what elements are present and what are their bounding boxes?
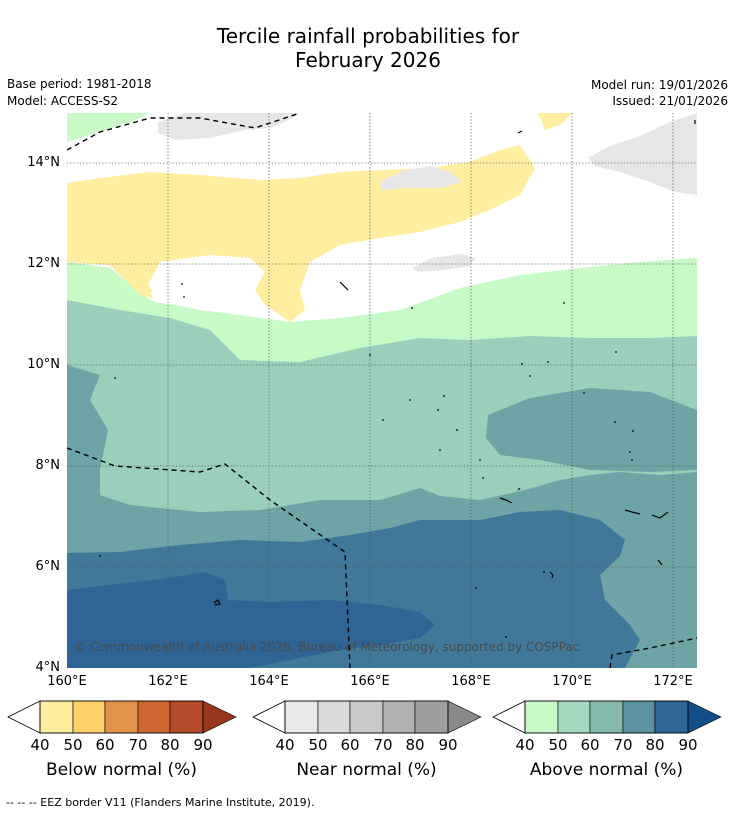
eez-footnote: -- -- -- EEZ border V11 (Flanders Marine… <box>6 796 315 809</box>
colorbar-above-segment <box>622 700 656 734</box>
issued-date: Issued: 21/01/2026 <box>612 94 728 108</box>
colorbar-title-near: Near normal (%) <box>296 760 437 780</box>
below-tick: 40 <box>30 736 50 754</box>
colorbar-below-max-arrow <box>202 700 237 734</box>
y-label-6n: 6°N <box>35 559 61 574</box>
colorbar-above-segment <box>524 700 559 734</box>
colorbar-below-segment <box>169 700 204 734</box>
below-tick: 60 <box>95 736 115 754</box>
below-tick: 90 <box>193 736 213 754</box>
x-label-172e: 172°E <box>653 674 693 689</box>
y-label-10n: 10°N <box>27 357 60 372</box>
island-4 <box>549 571 554 579</box>
x-label-160e: 160°E <box>47 674 87 689</box>
base-period: Base period: 1981-2018 <box>7 77 152 91</box>
island-2 <box>499 497 513 504</box>
colorbar-near-normal <box>252 700 482 734</box>
island-5 <box>624 509 641 515</box>
x-label-162e: 162°E <box>148 674 188 689</box>
above-tick: 40 <box>515 736 535 754</box>
map-gridlines <box>67 113 697 668</box>
near-normal-40-east <box>588 113 697 195</box>
below-tick: 70 <box>128 736 148 754</box>
eez-border-southeast <box>609 637 697 668</box>
map-area <box>67 113 697 668</box>
x-label-170e: 170°E <box>552 674 592 689</box>
colorbar-near-min-arrow <box>252 700 286 734</box>
eez-border-south <box>67 447 351 668</box>
near-tick: 60 <box>340 736 360 754</box>
colorbar-near-segment <box>349 700 384 734</box>
near-tick: 40 <box>275 736 295 754</box>
copyright-notice: © Commonwealth of Australia 2026, Bureau… <box>74 640 580 654</box>
x-label-168e: 168°E <box>451 674 491 689</box>
title-line-1: Tercile rainfall probabilities for <box>216 24 520 48</box>
above-tick: 50 <box>548 736 568 754</box>
above-tick: 70 <box>613 736 633 754</box>
above-tick: 60 <box>580 736 600 754</box>
colorbar-title-above: Above normal (%) <box>529 760 684 780</box>
model-run: Model run: 19/01/2026 <box>590 78 728 92</box>
above-normal-80-region <box>67 572 435 668</box>
below-tick: 80 <box>160 736 180 754</box>
y-label-14n: 14°N <box>27 155 60 170</box>
colorbar-below-segment <box>137 700 171 734</box>
y-label-8n: 8°N <box>35 458 61 473</box>
colorbar-near-segment <box>414 700 449 734</box>
island-1 <box>213 599 221 606</box>
eez-borders <box>67 113 697 668</box>
x-label-166e: 166°E <box>350 674 390 689</box>
below-normal-40-region <box>67 145 535 322</box>
colorbar-below-normal <box>7 700 237 734</box>
colorbar-below-min-arrow <box>7 700 41 734</box>
model-name: Model: ACCESS-S2 <box>7 94 119 108</box>
above-tick: 90 <box>678 736 698 754</box>
colorbar-above-min-arrow <box>492 700 526 734</box>
colorbar-title-below: Below normal (%) <box>46 760 197 780</box>
islands <box>213 120 696 606</box>
below-normal-40-top <box>538 113 572 130</box>
island-9 <box>517 130 523 134</box>
colorbar-above-segment <box>589 700 624 734</box>
atoll-dots <box>99 283 634 638</box>
below-tick: 50 <box>63 736 83 754</box>
above-tick: 80 <box>645 736 665 754</box>
below-normal-hole <box>150 285 205 305</box>
colorbar-near-segment <box>317 700 351 734</box>
near-tick: 80 <box>405 736 425 754</box>
colorbar-near-segment <box>382 700 416 734</box>
near-tick: 50 <box>308 736 328 754</box>
colorbar-above-max-arrow <box>687 700 722 734</box>
island-3 <box>517 487 521 491</box>
colorbar-near-max-arrow <box>447 700 482 734</box>
colorbar-below-segment <box>104 700 139 734</box>
above-normal-40-corner <box>67 113 150 142</box>
colorbar-below-segment <box>72 700 106 734</box>
colorbar-above-normal <box>492 700 722 734</box>
above-normal-60-east <box>486 388 697 472</box>
near-tick: 70 <box>373 736 393 754</box>
y-label-12n: 12°N <box>27 256 60 271</box>
colorbar-near-segment <box>284 700 319 734</box>
colorbar-above-segment <box>557 700 591 734</box>
island-7 <box>657 559 663 566</box>
near-normal-40-center <box>380 166 462 190</box>
colorbar-above-segment <box>654 700 689 734</box>
title-line-2: February 2026 <box>295 48 441 72</box>
x-label-164e: 164°E <box>249 674 289 689</box>
near-tick: 90 <box>438 736 458 754</box>
y-label-4n: 4°N <box>35 660 61 675</box>
island-8 <box>339 281 349 291</box>
near-normal-40-south <box>412 254 476 272</box>
colorbar-below-segment <box>39 700 74 734</box>
island-6 <box>651 511 669 519</box>
eez-border-north <box>67 113 301 151</box>
near-normal-40-north <box>158 113 300 140</box>
